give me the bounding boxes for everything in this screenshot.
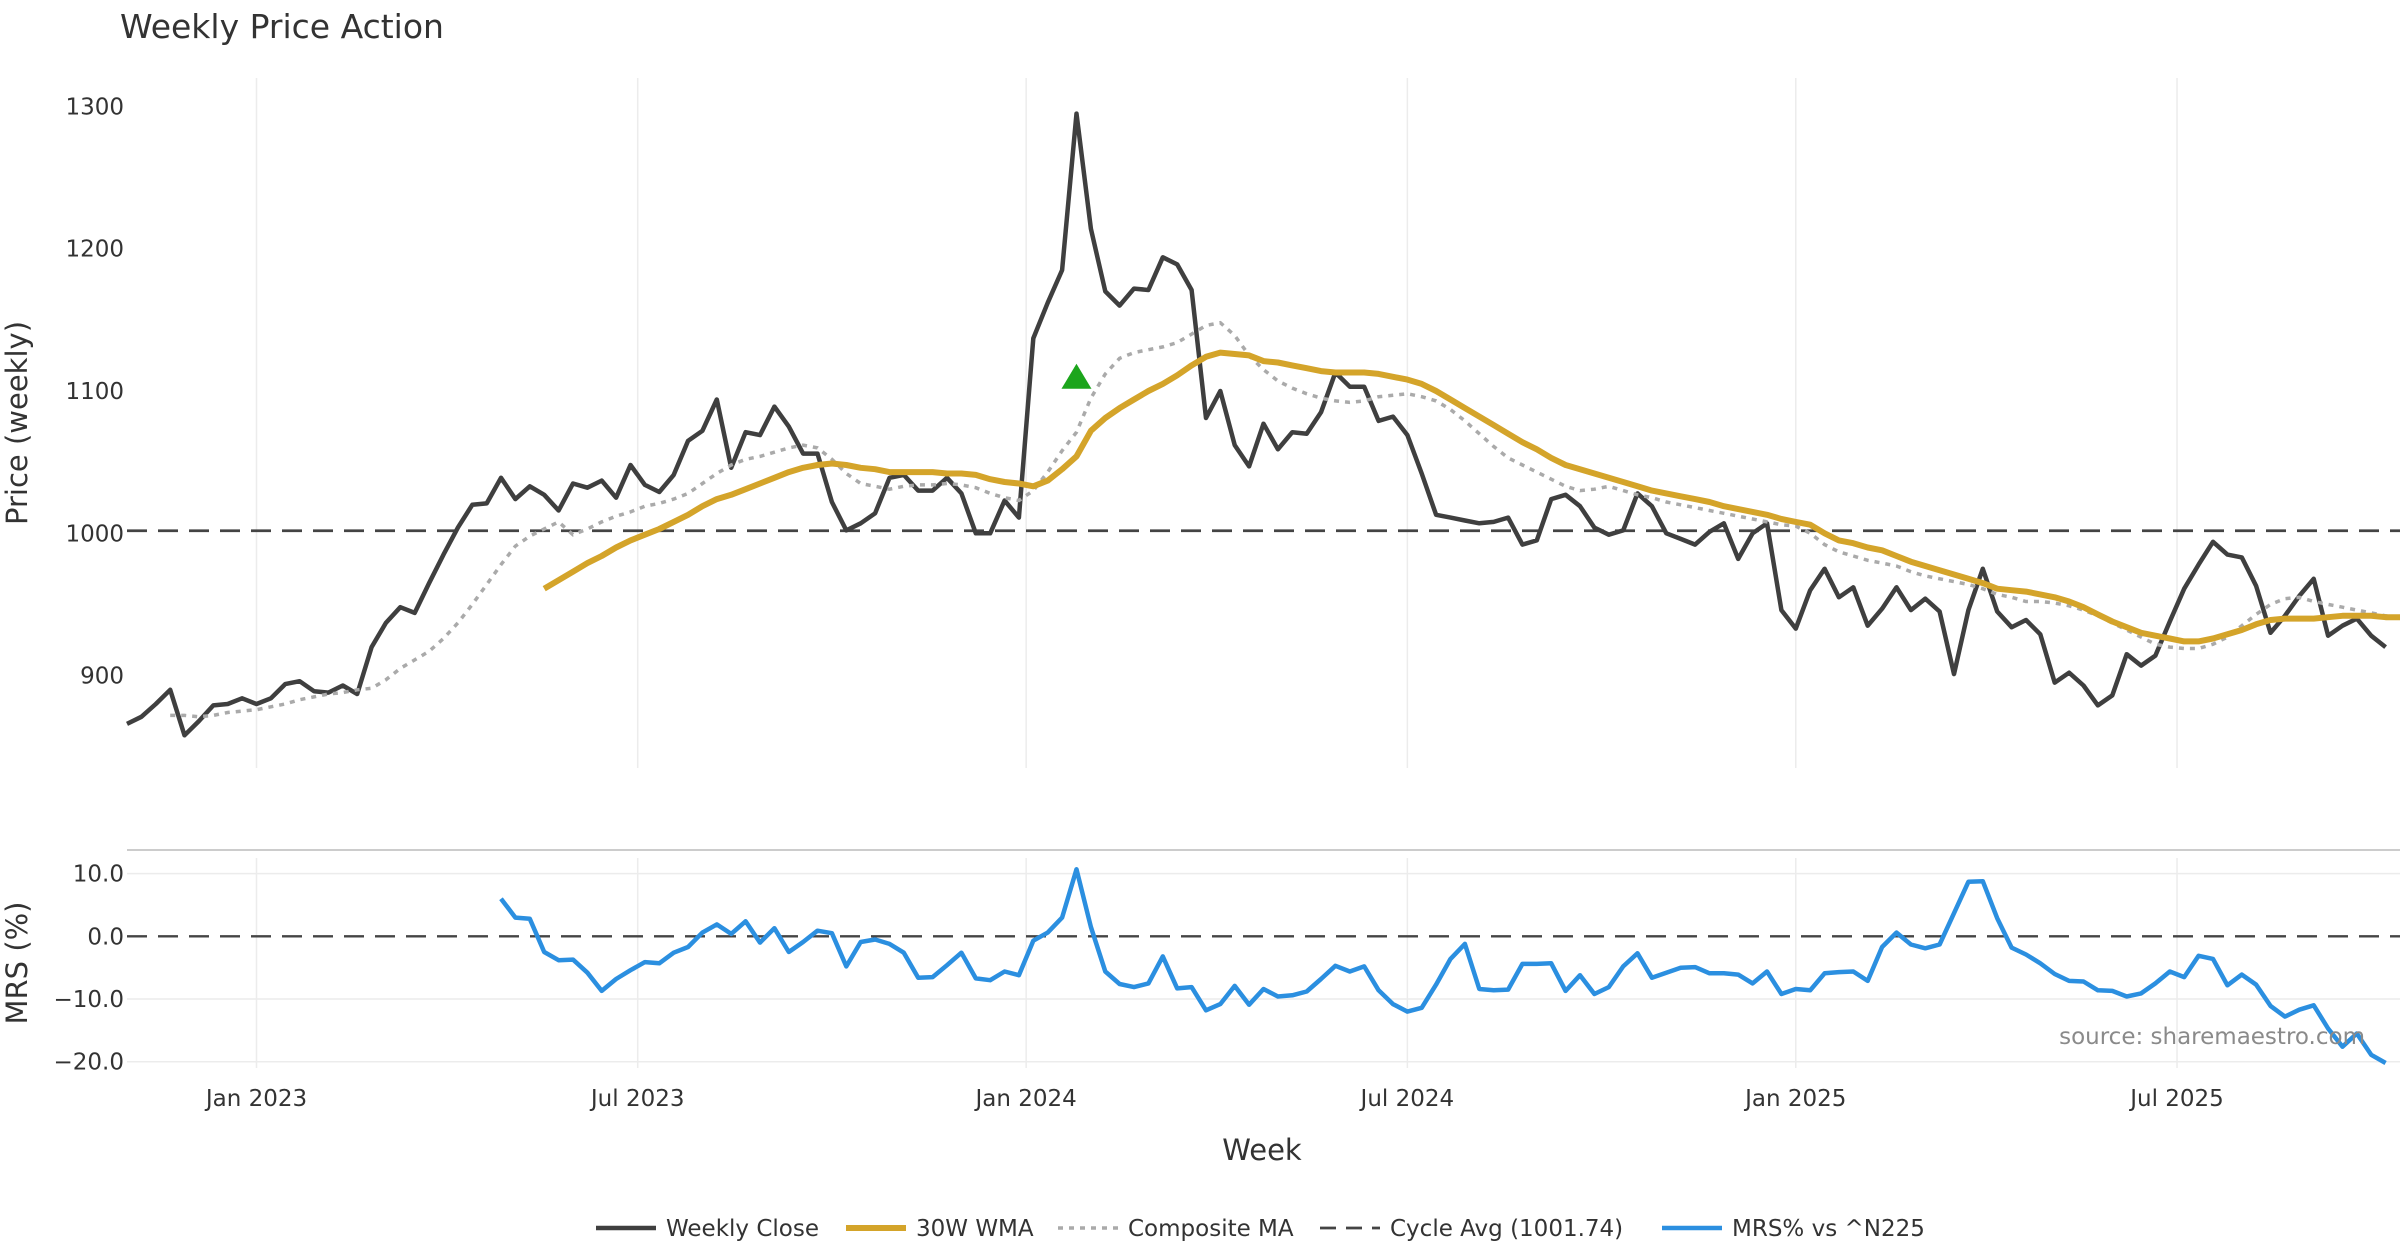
price-y-tick-label: 1100 — [65, 379, 124, 405]
legend-label: 30W WMA — [916, 1216, 1034, 1242]
price-y-tick-label: 1000 — [65, 521, 124, 547]
x-axis-ticks: Jan 2023 Jul 2023 Jan 2024 Jul 2024 Jan 2025… — [204, 1086, 2224, 1112]
chart-title: Weekly Price Action — [120, 7, 444, 46]
price-y-tick-label: 900 — [80, 664, 124, 690]
mrs-gridlines — [127, 858, 2400, 1068]
price-y-ticks: 900 1000 1100 1200 1300 — [65, 94, 124, 689]
mrs-y-tick-label: 10.0 — [73, 862, 124, 888]
x-tick-label: Jul 2024 — [1359, 1086, 1455, 1112]
wma-30w-line — [542, 349, 2400, 645]
x-axis-title: Week — [1222, 1133, 1302, 1167]
composite-ma-line — [170, 320, 2400, 719]
x-tick-label: Jan 2025 — [1743, 1086, 1846, 1112]
mrs-y-tick-label: −20.0 — [54, 1050, 124, 1076]
price-y-axis-title: Price (weekly) — [0, 321, 34, 525]
mrs-y-tick-label: −10.0 — [54, 987, 124, 1013]
source-annotation: source: sharemaestro.com — [2059, 1024, 2365, 1050]
legend: Weekly Close 30W WMA Composite MA Cycle Avg… — [596, 1216, 1925, 1242]
mrs-y-axis-title: MRS (%) — [0, 902, 34, 1025]
buy-signal-marker — [1061, 363, 1092, 389]
price-y-tick-label: 1200 — [65, 237, 124, 263]
x-tick-label: Jul 2023 — [589, 1086, 685, 1112]
legend-label: Cycle Avg (1001.74) — [1390, 1216, 1623, 1242]
mrs-line — [499, 867, 2387, 1065]
price-gridlines — [255, 78, 2178, 768]
x-tick-label: Jan 2024 — [973, 1086, 1076, 1112]
legend-label: Weekly Close — [666, 1216, 819, 1242]
weekly-close-line — [126, 111, 2387, 738]
price-y-tick-label: 1300 — [65, 94, 124, 120]
x-tick-label: Jul 2025 — [2128, 1086, 2224, 1112]
legend-label: MRS% vs ^N225 — [1732, 1216, 1925, 1242]
mrs-y-tick-label: 0.0 — [87, 924, 124, 950]
x-tick-label: Jan 2023 — [204, 1086, 307, 1112]
legend-label: Composite MA — [1128, 1216, 1294, 1242]
mrs-y-ticks: 10.0 0.0 −10.0 −20.0 — [54, 862, 124, 1076]
